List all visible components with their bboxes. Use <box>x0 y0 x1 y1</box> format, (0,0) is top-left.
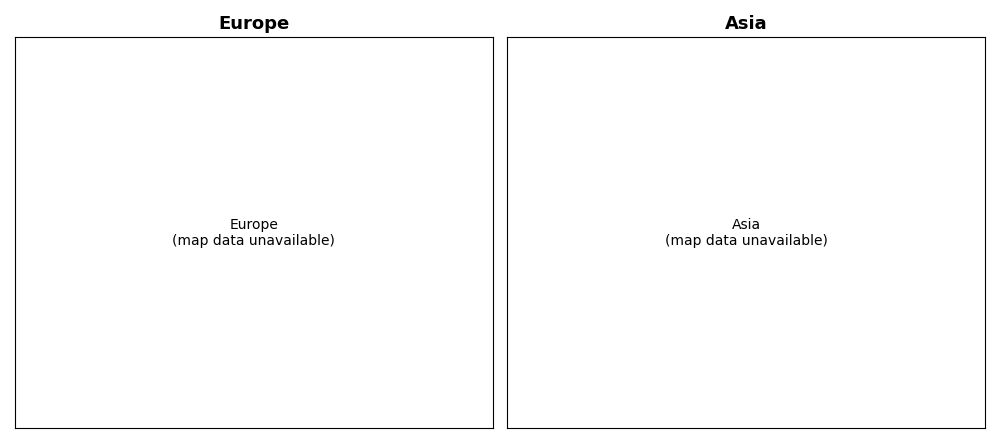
Text: Asia
(map data unavailable): Asia (map data unavailable) <box>665 218 828 248</box>
Title: Asia: Asia <box>725 15 768 33</box>
Title: Europe: Europe <box>218 15 289 33</box>
Text: Europe
(map data unavailable): Europe (map data unavailable) <box>172 218 335 248</box>
